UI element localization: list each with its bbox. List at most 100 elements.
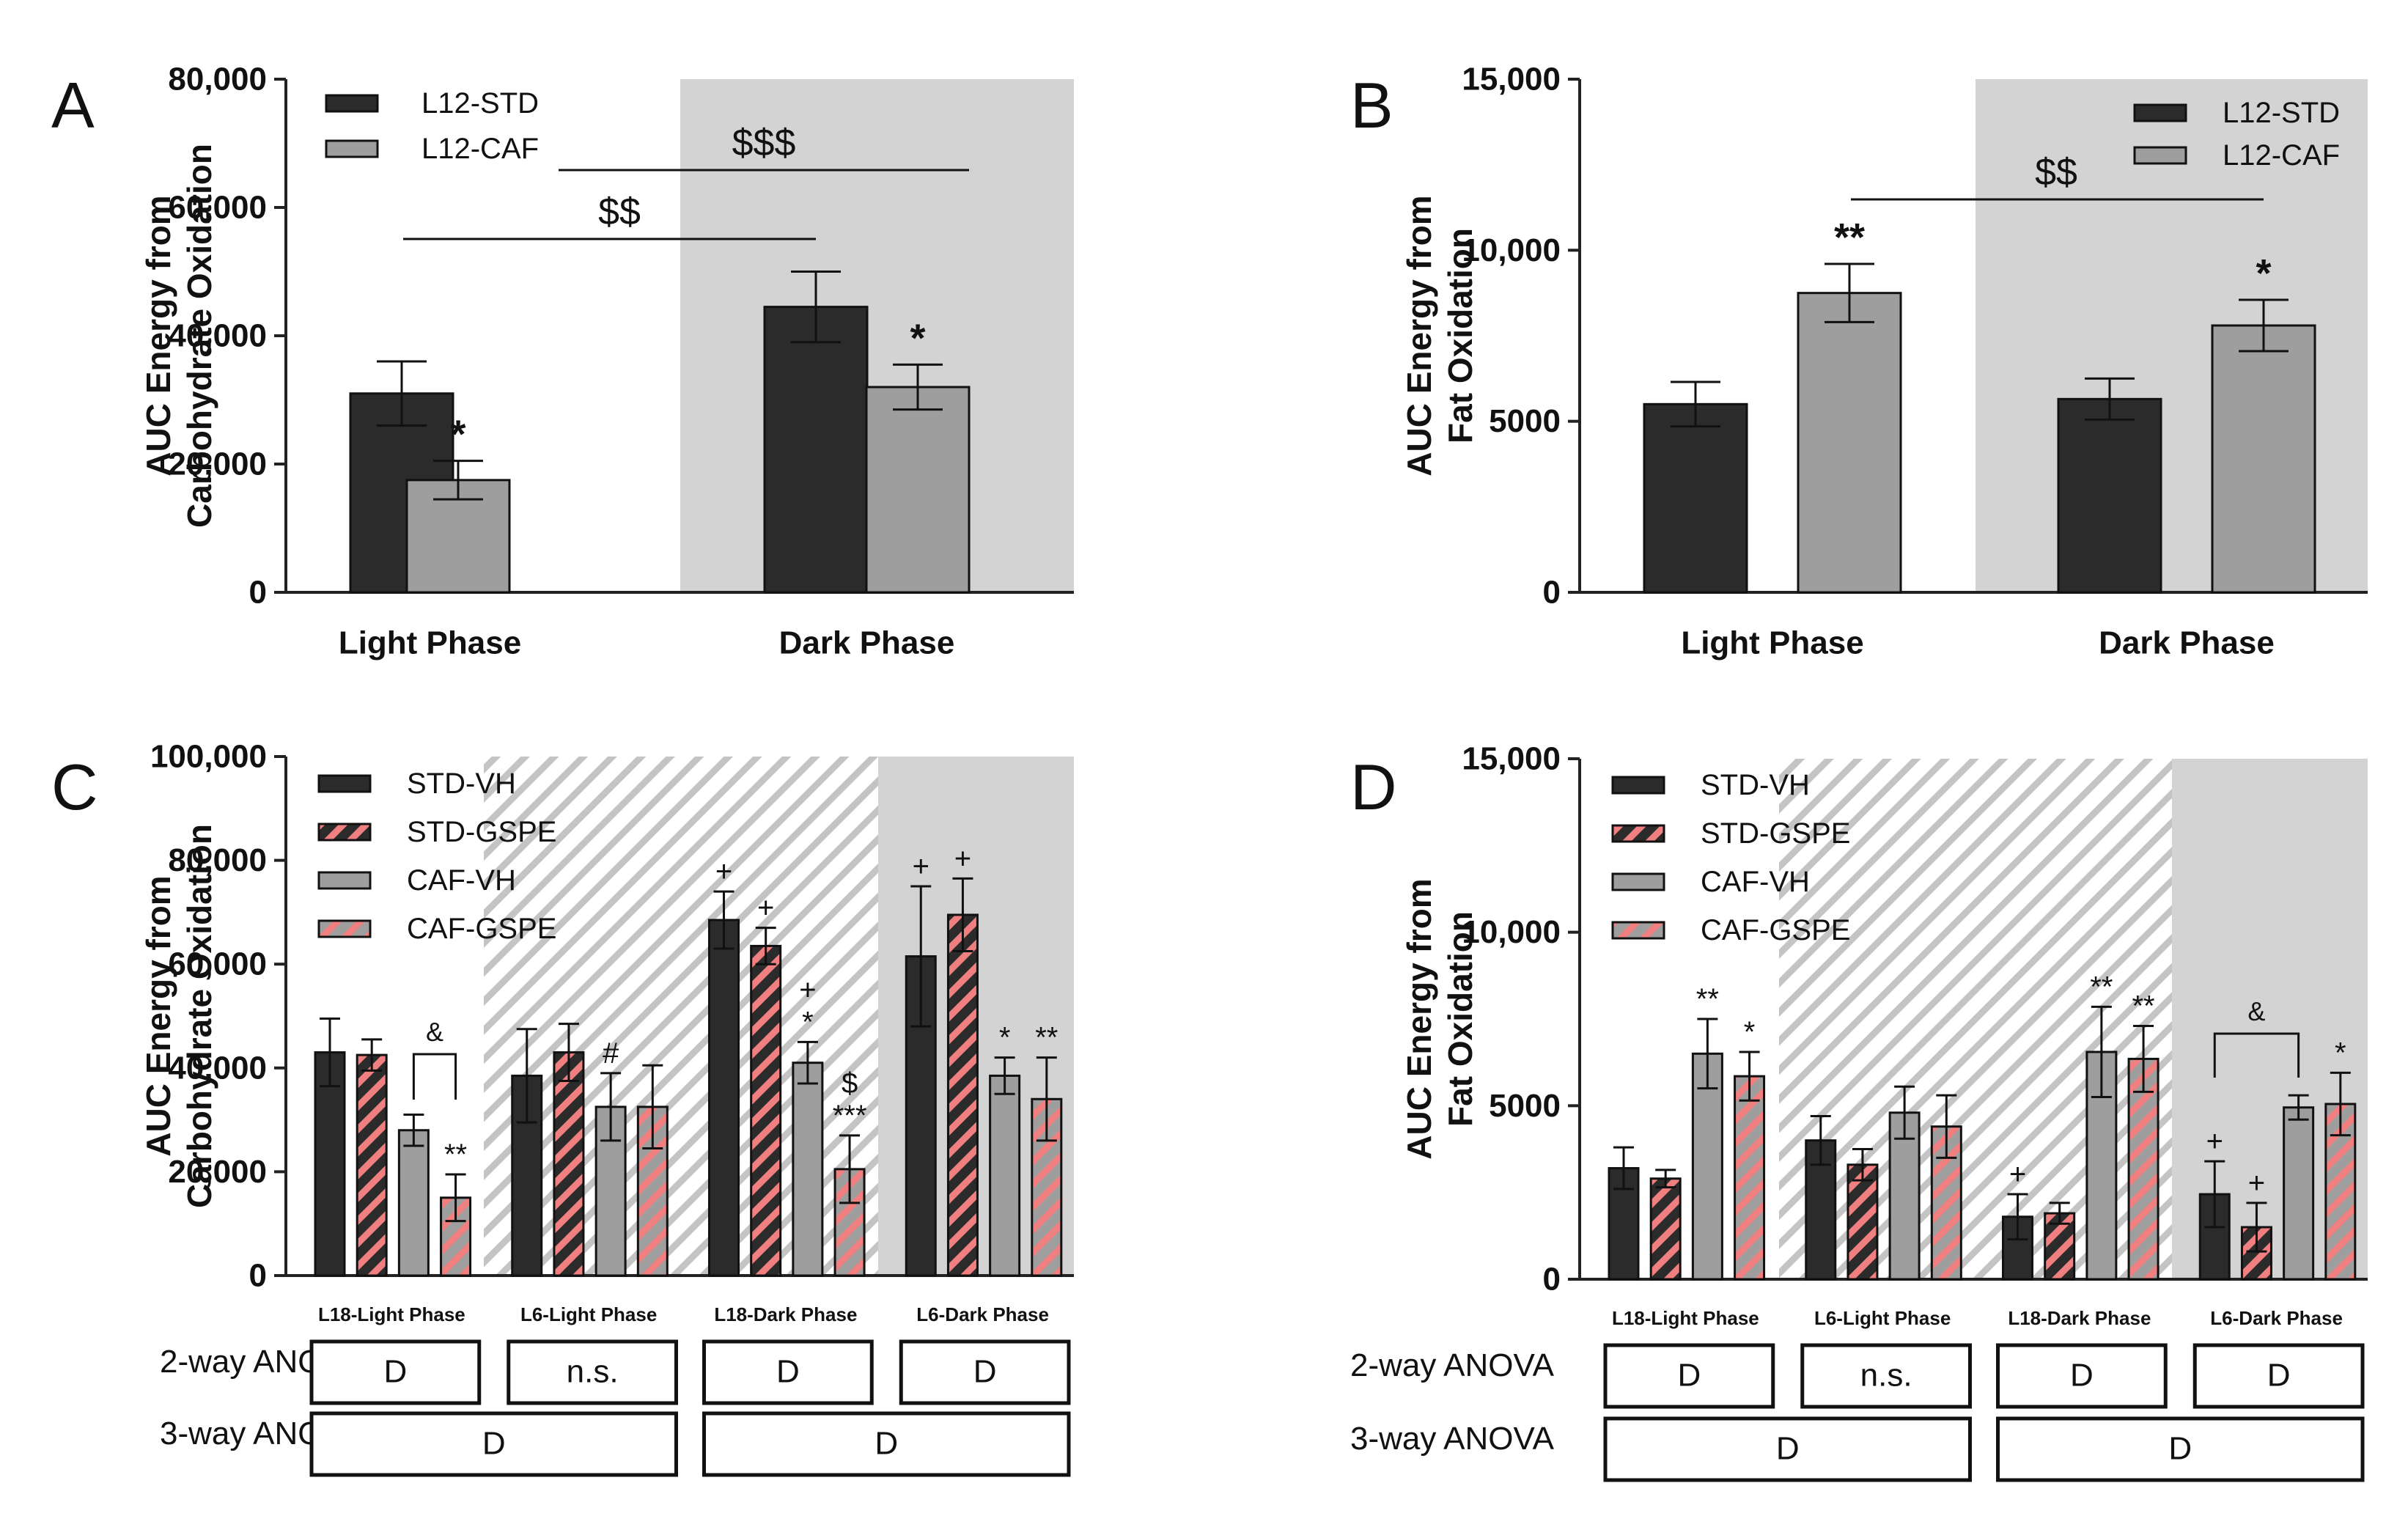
significance-mark: $	[842, 1067, 858, 1100]
y-axis-label-line: AUC Energy from	[139, 195, 177, 476]
x-category-label: L6-Light Phase	[1814, 1307, 1951, 1329]
bar-l12-caf	[2211, 324, 2316, 594]
comparison-mark: $$	[598, 191, 641, 233]
significance-mark: *	[1744, 1016, 1756, 1048]
bar-std-gspe	[946, 913, 979, 1277]
anova-2way-box	[899, 1339, 1071, 1405]
significance-mark: +	[757, 892, 774, 924]
comparison-bracket	[412, 1053, 457, 1100]
significance-mark: ***	[833, 1100, 867, 1132]
significance-mark: *	[999, 1022, 1011, 1054]
y-axis-label-line: AUC Energy from	[139, 875, 177, 1156]
significance-mark: +	[799, 974, 816, 1006]
comparison-mark: $$$	[732, 122, 796, 164]
anova-3way-box	[1996, 1416, 2365, 1482]
bar-caf-vh	[1888, 1111, 1921, 1281]
y-axis-label-D: AUC Energy fromFat Oxidation	[1400, 878, 1479, 1159]
legend-swatch	[325, 139, 379, 158]
y-tick-label: 0	[249, 1258, 267, 1294]
legend-label: STD-GSPE	[1701, 817, 1850, 850]
anova-3way-value: D	[482, 1426, 506, 1462]
legend-swatch	[1611, 921, 1665, 940]
significance-mark: *	[450, 413, 465, 457]
anova-2way-value: D	[776, 1354, 800, 1390]
anova-2way-box	[507, 1339, 678, 1405]
legend-swatch	[2133, 103, 2187, 122]
y-axis-label-line: AUC Energy from	[1400, 878, 1438, 1159]
significance-mark: **	[2090, 971, 2113, 1003]
legend-swatch	[1611, 824, 1665, 843]
x-category-label: Dark Phase	[779, 625, 955, 661]
anova-2way-value: n.s.	[1860, 1358, 1912, 1394]
legend-label: CAF-GSPE	[1701, 914, 1850, 946]
comparison-mark: $$	[2035, 151, 2077, 194]
y-tick-label: 100,000	[150, 739, 267, 775]
significance-mark: +	[913, 850, 929, 883]
significance-mark: +	[2009, 1158, 2026, 1191]
y-axis-label-line: AUC Energy from	[1400, 195, 1438, 476]
bar-l12-caf	[1797, 292, 1902, 594]
significance-mark: *	[2335, 1037, 2346, 1069]
y-tick-label: 15,000	[1462, 62, 1561, 97]
comparison-bracket	[2213, 1032, 2300, 1078]
y-axis-label-line: Fat Oxidation	[1441, 228, 1479, 444]
anova-2way-box	[702, 1339, 874, 1405]
bar-caf-vh	[989, 1074, 1021, 1277]
legend-label: STD-GSPE	[407, 816, 556, 848]
bar-caf-vh	[397, 1129, 430, 1277]
bar-std-gspe	[1846, 1163, 1879, 1281]
panel-letter-D: D	[1350, 751, 1397, 823]
y-tick-label: 80,000	[168, 62, 267, 97]
significance-mark: +	[2248, 1167, 2265, 1199]
x-category-label: Light Phase	[339, 625, 521, 661]
bar-l12-std	[763, 306, 869, 594]
significance-mark: *	[2256, 251, 2271, 295]
y-tick-label: 0	[1543, 575, 1561, 611]
legend-swatch	[2133, 146, 2187, 165]
y-tick-label: 10,000	[1462, 914, 1561, 950]
significance-mark: **	[1696, 983, 1719, 1015]
bar-std-gspe	[553, 1051, 585, 1277]
bracket-mark: &	[2247, 996, 2265, 1026]
significance-mark: *	[802, 1006, 814, 1038]
anova-2way-box	[309, 1339, 482, 1405]
x-category-label: L18-Dark Phase	[2008, 1307, 2151, 1329]
legend-label: CAF-GSPE	[407, 913, 556, 945]
significance-mark: **	[2132, 990, 2154, 1022]
y-tick-label: 40,000	[168, 318, 267, 354]
anova-2way-value: D	[2267, 1358, 2291, 1394]
anova-3way-value: D	[1776, 1431, 1800, 1467]
significance-mark: +	[954, 842, 971, 875]
legend-label: STD-VH	[1701, 769, 1810, 801]
anova-2way-box	[1603, 1343, 1775, 1409]
x-category-label: L18-Light Phase	[318, 1303, 465, 1325]
bar-caf-vh	[792, 1061, 824, 1277]
anova-3way-box	[702, 1411, 1071, 1477]
significance-mark: **	[1834, 216, 1865, 260]
legend-swatch	[317, 871, 372, 890]
anova-2way-box	[1800, 1343, 1972, 1409]
panel-letter-C: C	[51, 751, 98, 823]
panel-letter-B: B	[1350, 69, 1393, 141]
x-category-label: L18-Light Phase	[1612, 1307, 1759, 1329]
bar-std-gspe	[1649, 1177, 1682, 1281]
anova-2way-value: D	[973, 1354, 997, 1390]
y-tick-label: 15,000	[1462, 741, 1561, 777]
legend-label: CAF-VH	[1701, 866, 1810, 898]
bar-l12-std	[2057, 397, 2162, 594]
significance-mark: *	[910, 316, 925, 360]
anova-3way-box	[1603, 1416, 1972, 1482]
legend-swatch	[1611, 872, 1665, 891]
bar-std-gspe	[356, 1053, 388, 1277]
anova-2way-box	[1996, 1343, 2168, 1409]
y-axis-label-A: AUC Energy fromCarbohydrate Oxidation	[139, 144, 218, 528]
anova-2way-value: D	[2070, 1358, 2094, 1394]
x-category-label: L6-Dark Phase	[916, 1303, 1049, 1325]
legend-swatch	[317, 919, 372, 938]
x-category-label: Dark Phase	[2099, 625, 2275, 661]
panel-letter-A: A	[51, 69, 95, 141]
bar-std-gspe	[750, 944, 782, 1277]
y-axis-label-B: AUC Energy fromFat Oxidation	[1400, 195, 1479, 476]
anova-2way-box	[2192, 1343, 2365, 1409]
